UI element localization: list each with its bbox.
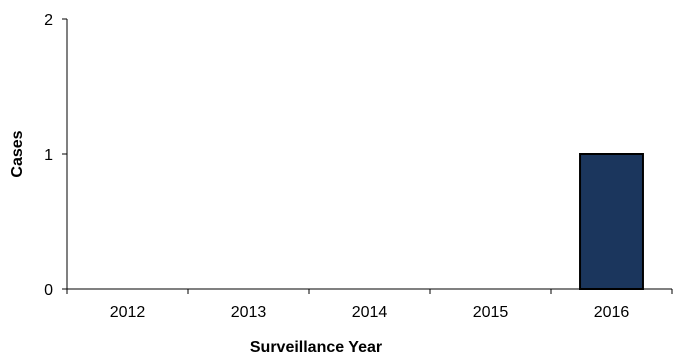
x-tick-label: 2016: [594, 304, 630, 321]
y-tick-label: 1: [44, 147, 53, 164]
y-tick-label: 0: [44, 282, 53, 299]
x-axis-title: Surveillance Year: [250, 339, 382, 356]
x-tick-label: 2015: [473, 304, 509, 321]
y-axis-title: Cases: [9, 130, 26, 177]
y-tick-label: 2: [44, 12, 53, 29]
bar-2016: [579, 153, 644, 290]
x-tick-label: 2013: [231, 304, 267, 321]
x-ticks-layer: 2012 2013 2014 2015 2016: [66, 289, 673, 321]
bars-layer: [579, 153, 644, 290]
y-ticks-layer: 0 1 2: [44, 12, 67, 299]
x-tick-label: 2012: [110, 304, 146, 321]
x-tick-label: 2014: [352, 304, 388, 321]
